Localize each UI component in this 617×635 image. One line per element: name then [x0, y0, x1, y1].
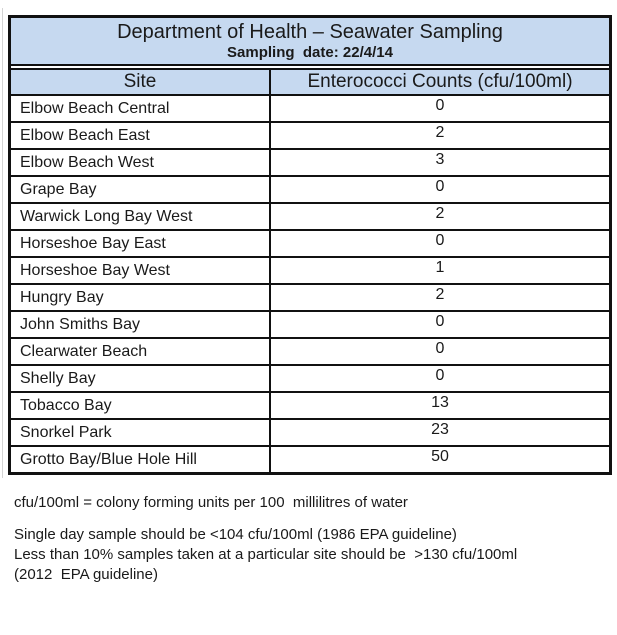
footnote-guidelines: Single day sample should be <104 cfu/100… [14, 525, 517, 585]
title-header-gap [11, 66, 609, 68]
count-cell: 3 [435, 151, 445, 168]
count-cell: 50 [431, 448, 449, 465]
guideline-line: Less than 10% samples taken at a particu… [14, 546, 518, 563]
count-cell: 2 [435, 286, 445, 303]
table-row: Shelly Bay 0 [11, 366, 609, 393]
count-cell: 0 [435, 313, 445, 330]
site-cell: Horseshoe Bay East [11, 231, 271, 256]
count-cell: 13 [431, 394, 449, 411]
scan-edge-artifact [2, 8, 3, 478]
table-row: Tobacco Bay 13 [11, 393, 609, 420]
table-row: Warwick Long Bay West 2 [11, 204, 609, 231]
count-cell: 1 [435, 259, 445, 276]
count-cell: 0 [435, 367, 445, 384]
count-cell: 0 [435, 178, 445, 195]
table-header-row: Site Enterococci Counts (cfu/100ml) [11, 68, 609, 96]
count-cell: 23 [431, 421, 449, 438]
table-row: Elbow Beach West 3 [11, 150, 609, 177]
site-cell: Tobacco Bay [11, 393, 271, 418]
site-cell: Grape Bay [11, 177, 271, 202]
count-cell: 0 [435, 232, 445, 249]
count-cell: 0 [435, 97, 445, 114]
count-cell: 0 [435, 340, 445, 357]
site-cell: Hungry Bay [11, 285, 271, 310]
site-cell: Shelly Bay [11, 366, 271, 391]
site-cell: Warwick Long Bay West [11, 204, 271, 229]
table-row: Horseshoe Bay East 0 [11, 231, 609, 258]
table-row: Elbow Beach East 2 [11, 123, 609, 150]
table-title: Department of Health – Seawater Sampling [117, 21, 503, 43]
column-header-counts: Enterococci Counts (cfu/100ml) [307, 71, 573, 92]
seawater-sampling-table: Department of Health – Seawater Sampling… [8, 15, 612, 475]
site-cell: Clearwater Beach [11, 339, 271, 364]
table-row: Elbow Beach Central 0 [11, 96, 609, 123]
column-header-site: Site [11, 70, 271, 94]
table-row: Horseshoe Bay West 1 [11, 258, 609, 285]
table-row: Snorkel Park 23 [11, 420, 609, 447]
site-cell: John Smiths Bay [11, 312, 271, 337]
site-cell: Horseshoe Bay West [11, 258, 271, 283]
guideline-line: (2012 EPA guideline) [14, 566, 158, 583]
table-row: Grape Bay 0 [11, 177, 609, 204]
table-row: Grotto Bay/Blue Hole Hill 50 [11, 447, 609, 472]
site-cell: Grotto Bay/Blue Hole Hill [11, 447, 271, 472]
table-row: John Smiths Bay 0 [11, 312, 609, 339]
sampling-date: Sampling date: 22/4/14 [227, 44, 393, 61]
table-body: Elbow Beach Central 0 Elbow Beach East 2… [11, 96, 609, 472]
site-cell: Snorkel Park [11, 420, 271, 445]
table-row: Hungry Bay 2 [11, 285, 609, 312]
site-cell: Elbow Beach East [11, 123, 271, 148]
site-cell: Elbow Beach Central [11, 96, 271, 121]
site-cell: Elbow Beach West [11, 150, 271, 175]
count-cell: 2 [435, 205, 445, 222]
table-title-block: Department of Health – Seawater Sampling… [11, 18, 609, 66]
count-cell: 2 [435, 124, 445, 141]
guideline-line: Single day sample should be <104 cfu/100… [14, 526, 457, 543]
footnote-cfu-definition: cfu/100ml = colony forming units per 100… [14, 494, 408, 511]
table-row: Clearwater Beach 0 [11, 339, 609, 366]
